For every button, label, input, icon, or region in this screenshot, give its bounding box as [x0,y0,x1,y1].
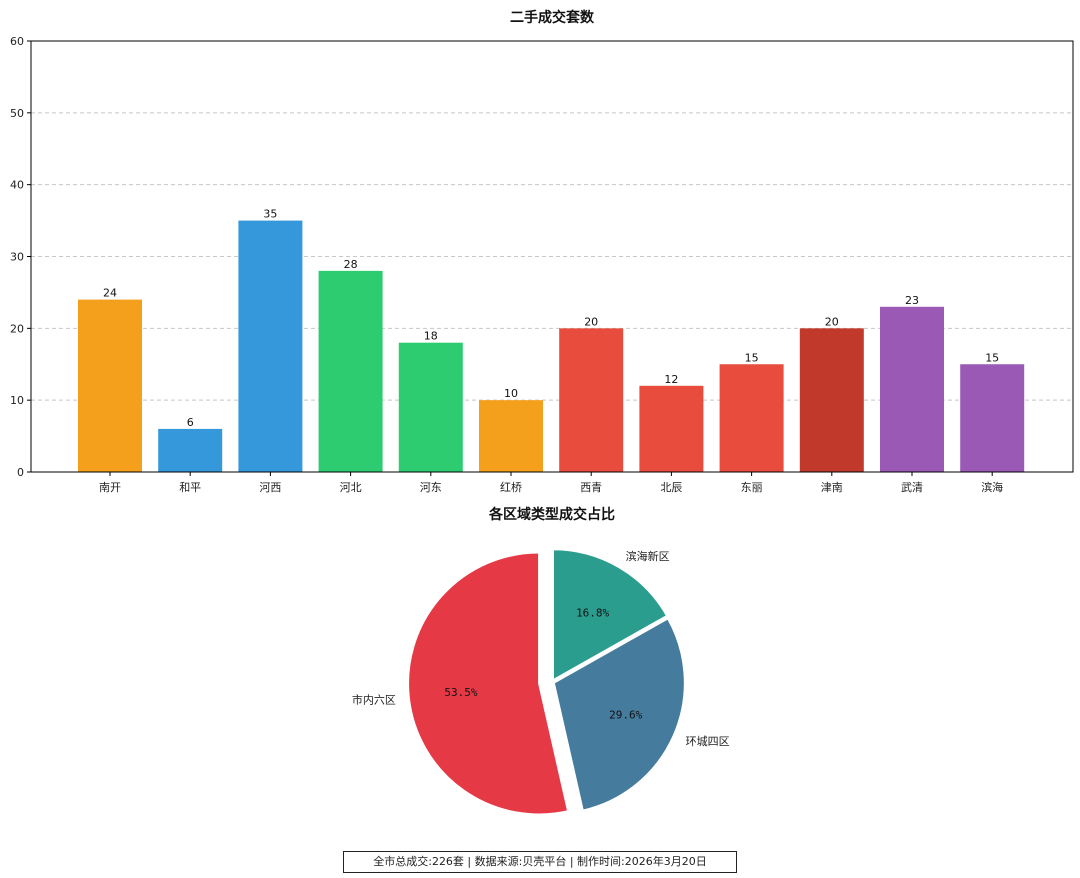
x-tick-label: 河西 [259,481,281,494]
bar [880,306,944,472]
pie-percent-label: 29.6% [609,709,642,722]
bar-value-label: 15 [985,351,999,364]
bar-value-label: 12 [664,373,678,386]
y-tick-label: 40 [10,179,24,192]
bar-value-label: 23 [905,294,919,307]
pie-slice-label: 滨海新区 [626,549,670,563]
x-tick-label: 东丽 [741,481,763,494]
pie-slice-label: 市内六区 [352,693,396,707]
x-tick-label: 红桥 [500,481,522,494]
pie-percent-label: 16.8% [576,606,609,619]
bar [719,364,784,472]
x-tick-label: 河东 [420,481,442,494]
bar-value-label: 10 [504,387,518,400]
y-tick-label: 0 [17,466,24,479]
bar [559,328,624,472]
y-tick-label: 30 [10,251,24,264]
y-tick-label: 10 [10,394,24,407]
bar-chart-bars: 24 6 35 28 18 10 20 12 15 20 23 15 [78,208,1025,472]
pie-slice [407,551,570,816]
bar [238,220,303,472]
bar-chart-frame [30,40,1074,473]
bar [799,328,864,472]
x-tick-label: 滨海 [981,480,1003,494]
bar [318,270,383,472]
pie-chart-title: 各区域类型成交占比 [488,506,615,523]
x-tick-label: 津南 [821,481,843,494]
pie-chart: 16.8% 滨海新区 29.6% 环城四区 53.5% 市内六区 [352,548,730,816]
bar-value-label: 18 [424,330,438,343]
x-tick-label: 武清 [901,481,923,494]
bar-value-label: 15 [745,351,759,364]
pie-slice [552,617,686,812]
pie-percent-label: 53.5% [444,686,477,699]
bar-chart-x-axis: 南开 和平 河西 河北 河东 红桥 西青 北辰 东丽 津南 武清 滨海 [99,472,1003,494]
pie-slice [552,548,669,682]
bar-value-label: 20 [825,315,839,328]
bar-chart-title: 二手成交套数 [510,9,595,26]
bar [479,400,543,472]
bar-value-label: 28 [344,258,358,271]
y-tick-label: 20 [10,322,24,335]
x-tick-label: 南开 [99,481,121,494]
bar-value-label: 24 [103,287,117,300]
x-tick-label: 北辰 [660,481,682,494]
bar [398,342,463,472]
bar-value-label: 35 [263,208,277,221]
x-tick-label: 和平 [179,481,201,494]
bar [78,299,142,472]
x-tick-label: 西青 [580,481,602,494]
footer-note: 全市总成交:226套 | 数据来源:贝壳平台 | 制作时间:2026年3月20日 [343,851,737,873]
bar [158,428,223,472]
bar [639,385,704,472]
y-tick-label: 50 [10,107,24,120]
bar-value-label: 6 [187,416,194,429]
pie-slice-label: 环城四区 [686,735,730,748]
bar-value-label: 20 [584,315,598,328]
y-tick-label: 60 [10,35,24,48]
bar [960,364,1025,472]
x-tick-label: 河北 [340,481,362,494]
bar-chart-y-axis: 0 10 20 30 40 50 60 [10,35,31,479]
